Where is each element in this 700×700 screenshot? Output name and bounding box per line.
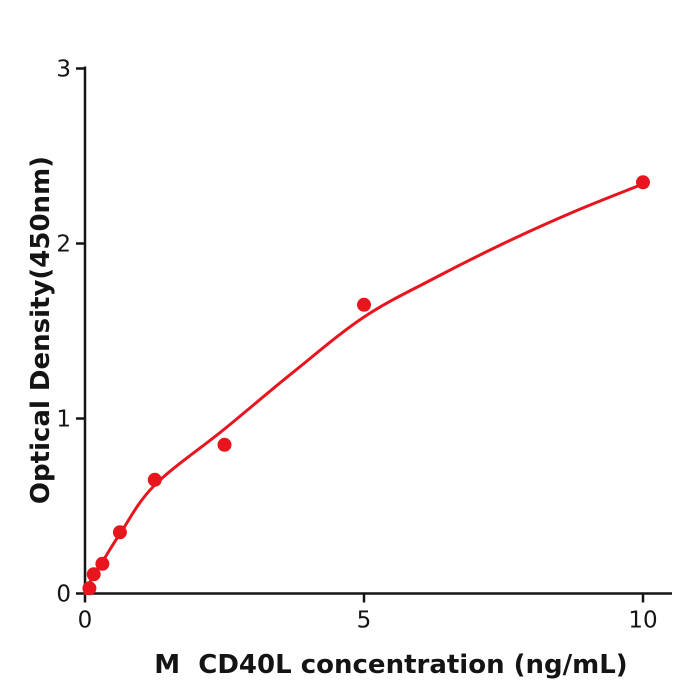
- data-point: [147, 472, 162, 487]
- x-tick-label: 5: [357, 608, 372, 634]
- x-tick-label: 0: [78, 608, 93, 634]
- x-axis-title: M CD40L concentration (ng/mL): [154, 650, 628, 680]
- y-tick-label: 2: [56, 232, 71, 258]
- y-tick-label: 3: [56, 57, 71, 83]
- data-point: [95, 556, 110, 571]
- data-point: [217, 437, 232, 452]
- data-point: [82, 581, 97, 596]
- y-axis-title: Optical Density(450nm): [26, 155, 56, 505]
- data-point: [112, 525, 127, 540]
- data-point: [357, 297, 371, 312]
- x-tick-label: 10: [628, 608, 657, 634]
- data-point: [636, 175, 650, 190]
- y-tick-label: 0: [56, 582, 71, 608]
- data-point: [86, 567, 101, 582]
- y-tick-label: 1: [56, 407, 71, 433]
- fitted-curve-line: [83, 182, 645, 595]
